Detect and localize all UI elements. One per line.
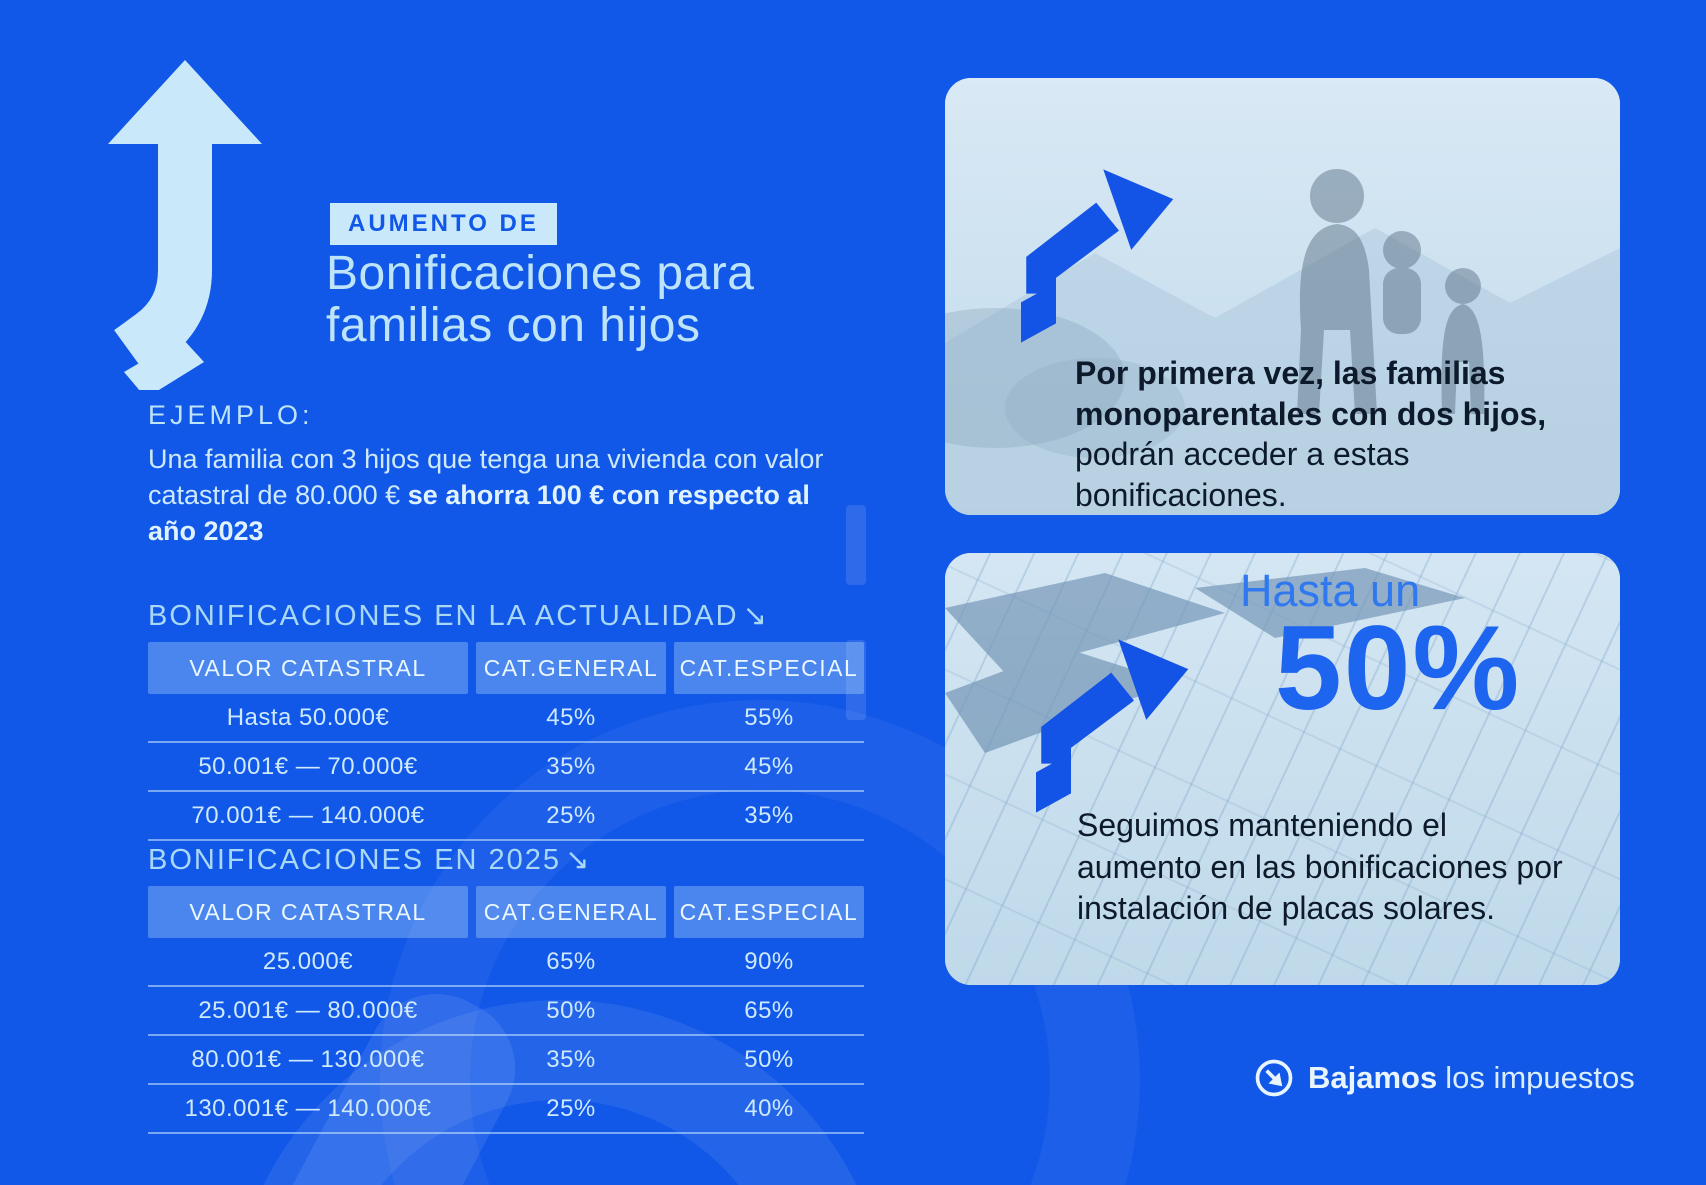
section-heading-actualidad: BONIFICACIONES EN LA ACTUALIDAD ↘ bbox=[148, 598, 769, 633]
table-2025: VALOR CATASTRAL CAT.GENERAL CAT.ESPECIAL… bbox=[148, 886, 864, 1134]
cell-especial: 55% bbox=[744, 703, 794, 731]
cell-general: 65% bbox=[546, 947, 596, 975]
cell-valor: 70.001€ — 140.000€ bbox=[191, 801, 425, 829]
up-right-arrow-ribbon-icon bbox=[1036, 639, 1189, 813]
cell-valor: Hasta 50.000€ bbox=[226, 703, 390, 731]
column-header: CAT.ESPECIAL bbox=[674, 642, 864, 694]
card-familias-monoparentales: Por primera vez, las familias monoparent… bbox=[945, 78, 1620, 515]
cell-especial: 50% bbox=[744, 1045, 794, 1073]
table-row: Hasta 50.000€ 45% 55% bbox=[148, 694, 864, 743]
monoparental-text-regular: podrán acceder a estas bonificaciones. bbox=[1075, 436, 1410, 513]
table-row: 50.001€ — 70.000€ 35% 45% bbox=[148, 743, 864, 792]
table-actualidad: VALOR CATASTRAL CAT.GENERAL CAT.ESPECIAL… bbox=[148, 642, 864, 841]
example-text-regular: Una familia con 3 hijos que tenga una vi… bbox=[148, 444, 824, 510]
section-heading-text: BONIFICACIONES EN LA ACTUALIDAD bbox=[148, 600, 739, 632]
cell-especial: 90% bbox=[744, 947, 794, 975]
table-row: 25.001€ — 80.000€ 50% 65% bbox=[148, 987, 864, 1036]
down-right-arrow-icon: ↘ bbox=[742, 600, 769, 632]
table-header-row: VALOR CATASTRAL CAT.GENERAL CAT.ESPECIAL bbox=[148, 886, 864, 938]
card-placas-solares: Hasta un 50% Seguimos manteniendo el aum… bbox=[945, 553, 1620, 985]
brand-footer: Bajamos los impuestos bbox=[1252, 1056, 1635, 1100]
column-header: VALOR CATASTRAL bbox=[148, 886, 468, 938]
solar-text: Seguimos manteniendo el aumento en las b… bbox=[1077, 807, 1563, 927]
example-text: Una familia con 3 hijos que tenga una vi… bbox=[148, 442, 828, 550]
title-line-2: familias con hijos bbox=[326, 298, 701, 352]
column-header: CAT.GENERAL bbox=[476, 886, 666, 938]
hasta-un-label: Hasta un bbox=[1240, 565, 1421, 616]
cell-valor: 130.001€ — 140.000€ bbox=[184, 1094, 432, 1122]
cell-general: 35% bbox=[546, 1045, 596, 1073]
cell-especial: 65% bbox=[744, 996, 794, 1024]
column-header: VALOR CATASTRAL bbox=[148, 642, 468, 694]
monoparental-text: Por primera vez, las familias monoparent… bbox=[1075, 353, 1590, 515]
example-label: EJEMPLO: bbox=[148, 400, 314, 430]
table-row: 25.000€ 65% 90% bbox=[148, 938, 864, 987]
monoparental-text-bold: Por primera vez, las familias monoparent… bbox=[1075, 355, 1547, 432]
cell-general: 25% bbox=[546, 801, 596, 829]
cell-general: 35% bbox=[546, 752, 596, 780]
cell-especial: 45% bbox=[744, 752, 794, 780]
fifty-percent-value: 50% bbox=[1275, 601, 1522, 735]
watermark-dash bbox=[846, 505, 866, 585]
cell-valor: 50.001€ — 70.000€ bbox=[198, 752, 418, 780]
up-arrow-ribbon-icon bbox=[108, 60, 262, 390]
table-header-row: VALOR CATASTRAL CAT.GENERAL CAT.ESPECIAL bbox=[148, 642, 864, 694]
brand-name: Bajamos los impuestos bbox=[1308, 1060, 1635, 1096]
cell-general: 45% bbox=[546, 703, 596, 731]
cell-valor: 25.000€ bbox=[262, 947, 354, 975]
up-right-arrow-ribbon-icon bbox=[1021, 169, 1174, 343]
brand-name-regular: los impuestos bbox=[1445, 1060, 1635, 1095]
example-text-bold: se ahorra 100 € con respecto al año 2023 bbox=[148, 479, 810, 546]
page-title: Bonificaciones para familias con hijos bbox=[326, 248, 754, 352]
down-right-arrow-icon: ↘ bbox=[565, 844, 592, 876]
cell-valor: 25.001€ — 80.000€ bbox=[198, 996, 418, 1024]
table-row: 70.001€ — 140.000€ 25% 35% bbox=[148, 792, 864, 841]
family-photo-background bbox=[945, 78, 1620, 515]
cell-general: 25% bbox=[546, 1094, 596, 1122]
column-header: CAT.GENERAL bbox=[476, 642, 666, 694]
section-heading-text: BONIFICACIONES EN 2025 bbox=[148, 844, 562, 876]
cell-especial: 35% bbox=[744, 801, 794, 829]
brand-name-bold: Bajamos bbox=[1308, 1060, 1438, 1095]
column-header: CAT.ESPECIAL bbox=[674, 886, 864, 938]
title-line-1: Bonificaciones para bbox=[326, 247, 755, 300]
section-heading-2025: BONIFICACIONES EN 2025 ↘ bbox=[148, 842, 591, 877]
table-row: 130.001€ — 140.000€ 25% 40% bbox=[148, 1085, 864, 1134]
aumento-badge: AUMENTO DE bbox=[330, 203, 557, 245]
cell-general: 50% bbox=[546, 996, 596, 1024]
table-row: 80.001€ — 130.000€ 35% 50% bbox=[148, 1036, 864, 1085]
cell-valor: 80.001€ — 130.000€ bbox=[191, 1045, 425, 1073]
cell-especial: 40% bbox=[744, 1094, 794, 1122]
bajamos-logo-icon bbox=[1255, 1059, 1293, 1097]
